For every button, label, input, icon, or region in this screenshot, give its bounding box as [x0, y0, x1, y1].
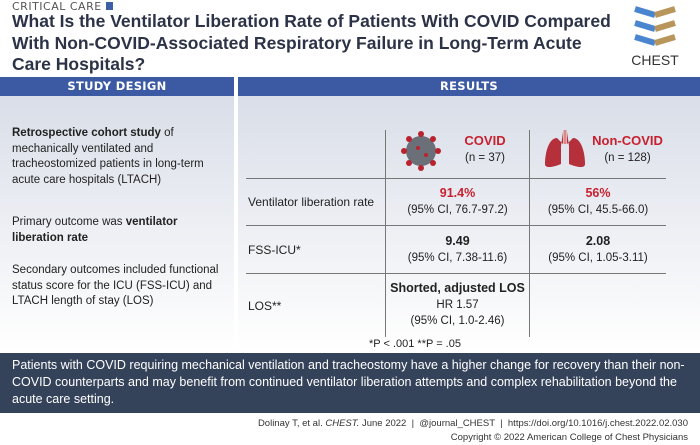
row-label-fss-icu: FSS-ICU*	[248, 243, 301, 257]
results-heading: RESULTS	[238, 77, 700, 96]
row-label-ventilator-liberation: Ventilator liberation rate	[248, 195, 375, 209]
twitter-handle[interactable]: @journal_CHEST	[419, 418, 495, 429]
covid-los: Shorted, adjusted LOS	[390, 281, 525, 295]
lungs-icon	[545, 130, 585, 167]
divider	[246, 225, 666, 226]
covid-los-ci: (95% CI, 1.0-2.46)	[410, 315, 505, 327]
conclusion-banner: Patients with COVID requiring mechanical…	[0, 353, 700, 413]
divider	[385, 130, 386, 337]
study-design-p2: Primary outcome was ventilator liberatio…	[12, 215, 227, 246]
category-label: CRITICAL CARE	[12, 0, 113, 13]
row-label-los: LOS**	[248, 299, 282, 313]
p1-rest: of mechanically ventilated and tracheost…	[12, 127, 204, 186]
noncovid-fss-icu: 2.08	[585, 234, 611, 248]
noncovid-liberation-rate: 56%	[585, 186, 611, 200]
doi-link[interactable]: https://doi.org/10.1016/j.chest.2022.02.…	[507, 418, 688, 429]
covid-los-hr: HR 1.57	[436, 299, 479, 311]
covid-fss-icu: 9.49	[445, 234, 470, 248]
noncovid-fss-icu-ci: (95% CI, 1.05-3.11)	[548, 252, 648, 264]
noncovid-liberation-ci: (95% CI, 45.5-66.0)	[547, 204, 649, 216]
study-design-p1: Retrospective cohort study of mechanical…	[12, 126, 227, 188]
separator: |	[411, 418, 415, 429]
noncovid-group-name: Non-COVID	[592, 133, 663, 148]
results-panel	[238, 96, 700, 351]
study-design-p3: Secondary outcomes included functional s…	[12, 264, 219, 307]
logo-text: CHEST	[631, 52, 679, 68]
covid-liberation-ci: (95% CI, 76.7-97.2)	[407, 204, 508, 216]
covid-liberation-rate: 91.4%	[439, 186, 476, 200]
covid-group-n: (n = 37)	[465, 152, 505, 164]
separator: |	[500, 418, 503, 429]
noncovid-group-n: (n = 128)	[604, 152, 651, 164]
square-icon	[105, 2, 113, 10]
p-value-note: *P < .001 **P = .05	[369, 338, 461, 350]
study-design-panel	[0, 96, 234, 351]
p1-bold: Retrospective cohort study	[12, 127, 161, 139]
covid-fss-icu-ci: (95% CI, 7.38-11.6)	[407, 252, 508, 264]
coronavirus-icon	[401, 131, 441, 171]
citation-line: Dolinay T, et al. CHEST. June 2022 | @jo…	[258, 418, 688, 429]
divider	[246, 178, 666, 179]
p2-bold: ventilator liberation rate	[12, 216, 178, 244]
chest-logo-icon	[634, 6, 676, 46]
citation-journal: CHEST.	[325, 418, 360, 429]
citation-date: June 2022	[359, 418, 407, 429]
copyright: Copyright © 2022 American College of Che…	[450, 432, 688, 443]
citation-authors: Dolinay T, et al.	[257, 418, 326, 429]
p2-start: Primary outcome was	[12, 216, 126, 228]
divider	[246, 273, 666, 274]
category-text: CRITICAL CARE	[12, 0, 102, 13]
page-title: What Is the Ventilator Liberation Rate o…	[12, 11, 611, 74]
covid-group-name: COVID	[464, 133, 506, 148]
divider	[529, 130, 530, 337]
study-design-heading: STUDY DESIGN	[0, 77, 234, 96]
